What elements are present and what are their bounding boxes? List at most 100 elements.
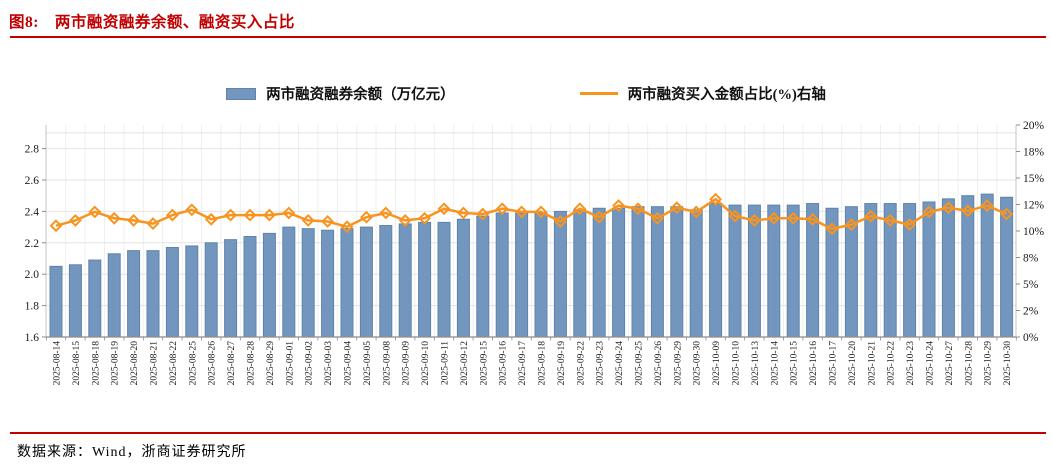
bar — [68, 264, 82, 338]
bar — [243, 236, 257, 338]
line-marker-diamond — [650, 211, 664, 225]
line-marker-diamond — [321, 215, 335, 228]
bar — [224, 239, 238, 338]
x-axis-label: 2025-09-10 — [421, 341, 431, 386]
bar — [340, 228, 354, 338]
x-axis-label: 2025-10-21 — [867, 341, 877, 386]
bar — [650, 206, 664, 338]
line-marker-diamond — [127, 213, 141, 227]
x-axis-label: 2025-09-09 — [402, 341, 412, 386]
bar — [553, 210, 567, 338]
bar — [767, 204, 781, 338]
x-axis-label: 2025-08-25 — [188, 341, 198, 386]
line-marker-diamond — [515, 205, 529, 219]
line-marker-diamond — [165, 208, 179, 222]
y-axis-label-left: 2.4 — [25, 206, 40, 218]
line-marker-diamond — [418, 211, 432, 225]
bar-series-label: 两市融资融券余额（万亿元） — [266, 87, 455, 103]
bar — [883, 203, 897, 338]
line-marker-diamond — [340, 220, 354, 234]
line-marker-diamond — [301, 213, 315, 227]
y-axis-label-right: 20% — [1023, 120, 1045, 132]
y-axis-label-right: 15% — [1023, 173, 1045, 185]
line-marker-diamond — [398, 213, 412, 227]
figure-number-label: 图8: — [9, 14, 39, 31]
bar-series-swatch — [226, 87, 257, 100]
x-axis-label: 2025-09-12 — [460, 341, 470, 386]
bar — [398, 223, 412, 338]
bar — [204, 242, 218, 338]
x-axis-label: 2025-10-29 — [984, 341, 994, 386]
data-source-note: 数据来源：Wind，浙商证券研究所 — [17, 445, 247, 460]
y-axis-label-left: 1.8 — [25, 301, 40, 313]
x-axis-label: 2025-10-09 — [712, 341, 722, 386]
bar — [456, 218, 470, 338]
line-series-label: 两市融资买入金额占比(%)右轴 — [627, 87, 826, 103]
line-marker-diamond — [689, 205, 703, 219]
bar — [262, 232, 276, 338]
x-axis-label: 2025-08-29 — [266, 341, 276, 386]
line-marker-diamond — [922, 205, 936, 219]
bar — [941, 198, 955, 338]
figure-title-row: 图8: 两市融资融券余额、融资买入占比 — [9, 10, 295, 32]
line-marker-diamond — [631, 202, 645, 216]
line-marker-diamond — [786, 211, 800, 225]
line-marker-diamond — [107, 211, 121, 225]
line-series-swatch — [579, 92, 618, 95]
x-axis-label: 2025-09-05 — [363, 341, 373, 386]
y-axis-label-left: 2.8 — [25, 144, 40, 156]
bar — [709, 203, 723, 338]
line-marker-diamond — [844, 218, 858, 232]
legend-item-balance: 两市融资融券余额（万亿元） — [226, 83, 455, 104]
bar — [786, 204, 800, 338]
chart-area: 1.6 1.8 2.0 2.2 2.4 2.6 2.8 0% 2% 5% 8% 10% 12% 15% 18… — [25, 120, 1045, 386]
line-marker-diamond — [980, 199, 994, 212]
y-axis-label-right: 2% — [1023, 306, 1039, 318]
line-marker-diamond — [941, 201, 955, 215]
bar — [515, 212, 529, 338]
x-axis-label: 2025-09-11 — [441, 341, 451, 385]
bar — [282, 226, 296, 338]
line-marker-diamond — [88, 205, 102, 219]
line-marker-diamond — [185, 203, 199, 217]
x-axis-label: 2025-10-23 — [906, 341, 916, 386]
line-marker-diamond — [146, 217, 160, 230]
bar — [146, 250, 160, 338]
line-marker-diamond — [961, 204, 975, 218]
line-marker-diamond — [359, 210, 373, 224]
x-axis-label: 2025-10-22 — [887, 341, 897, 386]
x-axis-label: 2025-10-10 — [732, 341, 742, 386]
line-marker-diamond — [476, 207, 490, 221]
x-axis-label: 2025-09-08 — [382, 341, 392, 386]
y-axis-label-right: 12% — [1023, 200, 1045, 212]
title-divider-rule — [10, 36, 1046, 38]
x-axis-label: 2025-08-22 — [169, 341, 179, 386]
x-axis-label: 2025-09-30 — [693, 341, 703, 386]
x-axis-label: 2025-09-03 — [324, 341, 334, 386]
bar — [689, 209, 703, 338]
x-axis-label: 2025-09-25 — [635, 341, 645, 386]
x-axis-label: 2025-09-04 — [344, 341, 354, 386]
y-axis-label-left: 2.0 — [25, 269, 40, 281]
line-marker-diamond — [825, 222, 839, 236]
y-axis-label-right: 10% — [1023, 226, 1045, 238]
line-marker-diamond — [903, 218, 917, 232]
bar — [301, 228, 315, 338]
line-marker-diamond — [262, 208, 276, 222]
line-marker-diamond — [883, 213, 897, 227]
chart-canvas: 1.6 1.8 2.0 2.2 2.4 2.6 2.8 0% 2% 5% 8% 10% 12% 15% 18… — [25, 120, 1045, 386]
x-axis-label: 2025-08-20 — [130, 341, 140, 386]
x-axis-label: 2025-09-18 — [538, 341, 548, 386]
x-axis-label: 2025-09-16 — [499, 341, 509, 386]
y-axis-label-right: 5% — [1023, 279, 1039, 291]
line-marker-diamond — [224, 208, 238, 222]
x-axis-label: 2025-09-02 — [305, 341, 315, 386]
chart-legend: 两市融资融券余额（万亿元） 两市融资买入金额占比(%)右轴 — [0, 83, 1052, 104]
x-axis-label: 2025-08-28 — [247, 341, 257, 386]
line-marker-diamond — [767, 211, 781, 225]
bar — [418, 221, 432, 338]
x-axis-label: 2025-08-19 — [111, 341, 121, 386]
x-axis-label: 2025-09-29 — [673, 341, 683, 386]
line-marker-diamond — [456, 206, 470, 220]
